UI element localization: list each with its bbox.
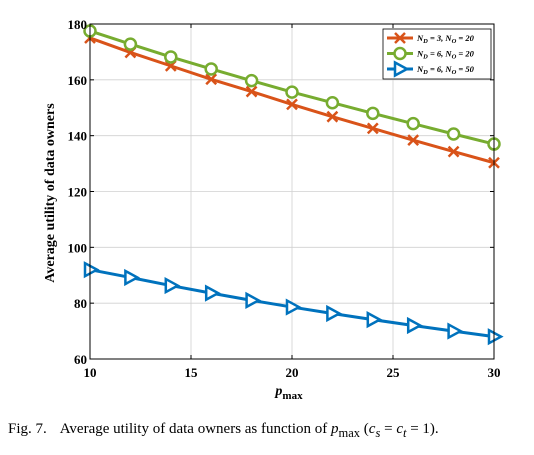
data-point (487, 328, 504, 346)
figure-caption: Fig. 7. Average utility of data owners a… (8, 421, 528, 441)
data-point (366, 122, 379, 135)
y-tick-label: 100 (68, 240, 88, 255)
legend-label-part: N (416, 64, 424, 74)
data-point (83, 261, 100, 279)
legend-item: ND = 3, NO = 20 (387, 32, 475, 45)
y-axis-label: Average utility of data owners (43, 103, 58, 283)
data-point (285, 85, 299, 99)
data-point (123, 37, 138, 51)
marker-stroke (407, 134, 420, 147)
y-tick-label: 160 (68, 73, 88, 88)
legend-label-subscript: D (422, 38, 428, 45)
data-point (406, 116, 420, 131)
data-point (447, 322, 464, 340)
data-point (286, 98, 298, 111)
data-point (285, 298, 302, 316)
data-point (366, 311, 383, 329)
data-point (244, 73, 259, 88)
data-point (204, 62, 218, 76)
legend-label-subscript: D (422, 54, 428, 61)
legend-label-part: = 3, N (428, 33, 453, 43)
data-point (406, 316, 423, 335)
series-3 (83, 261, 504, 346)
marker-stroke (245, 85, 258, 98)
x-axis-label-main: p (274, 384, 282, 399)
caption-var: p (331, 421, 339, 437)
legend-marker (394, 32, 406, 44)
x-axis-label-sub: max (282, 390, 303, 402)
marker-stroke (326, 110, 339, 123)
data-point (366, 106, 380, 121)
y-tick-label: 60 (74, 352, 87, 367)
data-point (407, 134, 420, 147)
data-point (204, 284, 221, 302)
caption-c2-sub: t (402, 426, 407, 440)
data-point (326, 304, 343, 323)
x-tick-label: 10 (84, 365, 97, 380)
caption-cond-open: ( (363, 421, 369, 437)
legend-label-part: = 6, N (428, 64, 453, 74)
legend-label-part: N (416, 33, 424, 43)
x-tick-label: 15 (185, 365, 199, 380)
caption-c2: c (396, 421, 403, 437)
legend-marker (393, 60, 410, 78)
y-tick-label: 140 (68, 129, 88, 144)
legend-item: ND = 6, NO = 20 (387, 46, 475, 61)
legend-label-part: N (416, 49, 424, 59)
x-tick-label: 20 (286, 365, 299, 380)
legend-label-subscript: O (452, 69, 457, 76)
y-tick-label: 80 (74, 296, 87, 311)
legend-item: ND = 6, NO = 50 (387, 60, 475, 78)
y-tick-label: 180 (68, 17, 88, 32)
legend-label-part: = 6, N (428, 49, 453, 59)
marker-stroke (205, 73, 218, 86)
caption-c1: c (368, 421, 376, 437)
marker-stroke (394, 32, 406, 44)
y-tick-label: 120 (68, 185, 88, 200)
data-point (164, 50, 178, 64)
caption-label: Fig. 7. (8, 421, 47, 437)
data-point (446, 127, 461, 141)
ticks: 10 15 20 25 30 60 80 100 120 140 160 180 (68, 17, 501, 380)
legend-label-subscript: O (452, 54, 457, 61)
legend-label: ND = 3, NO = 20 (416, 33, 475, 45)
legend-label: ND = 6, NO = 20 (416, 49, 475, 61)
legend-label-part: = 50 (456, 64, 474, 74)
data-point (124, 268, 141, 287)
data-point (326, 110, 339, 123)
legend-label-part: = 20 (456, 49, 474, 59)
data-point (447, 145, 460, 158)
caption-eq: = (380, 421, 397, 437)
x-tick-label: 30 (488, 365, 501, 380)
x-tick-label: 25 (387, 365, 401, 380)
caption-cond-close: = 1). (406, 421, 439, 437)
marker-stroke (366, 122, 379, 135)
legend-marker (393, 46, 407, 61)
legend-label-subscript: D (422, 69, 428, 76)
x-axis-label: pmax (274, 384, 303, 402)
data-point (164, 276, 181, 295)
marker-stroke (286, 98, 298, 111)
caption-var-sub: max (338, 426, 361, 440)
marker-stroke (447, 145, 460, 158)
legend-label: ND = 6, NO = 50 (416, 64, 475, 76)
data-point (245, 291, 262, 309)
caption-c1-sub: s (375, 426, 381, 440)
data-point (325, 95, 340, 110)
chart: 10 15 20 25 30 60 80 100 120 140 160 180 Average ut… (43, 17, 504, 402)
caption-text: Average utility of data owners as functi… (59, 421, 328, 437)
legend-label-subscript: O (452, 38, 457, 45)
data-point (245, 85, 258, 98)
legend-label-part: = 20 (456, 33, 474, 43)
data-point (205, 73, 218, 86)
